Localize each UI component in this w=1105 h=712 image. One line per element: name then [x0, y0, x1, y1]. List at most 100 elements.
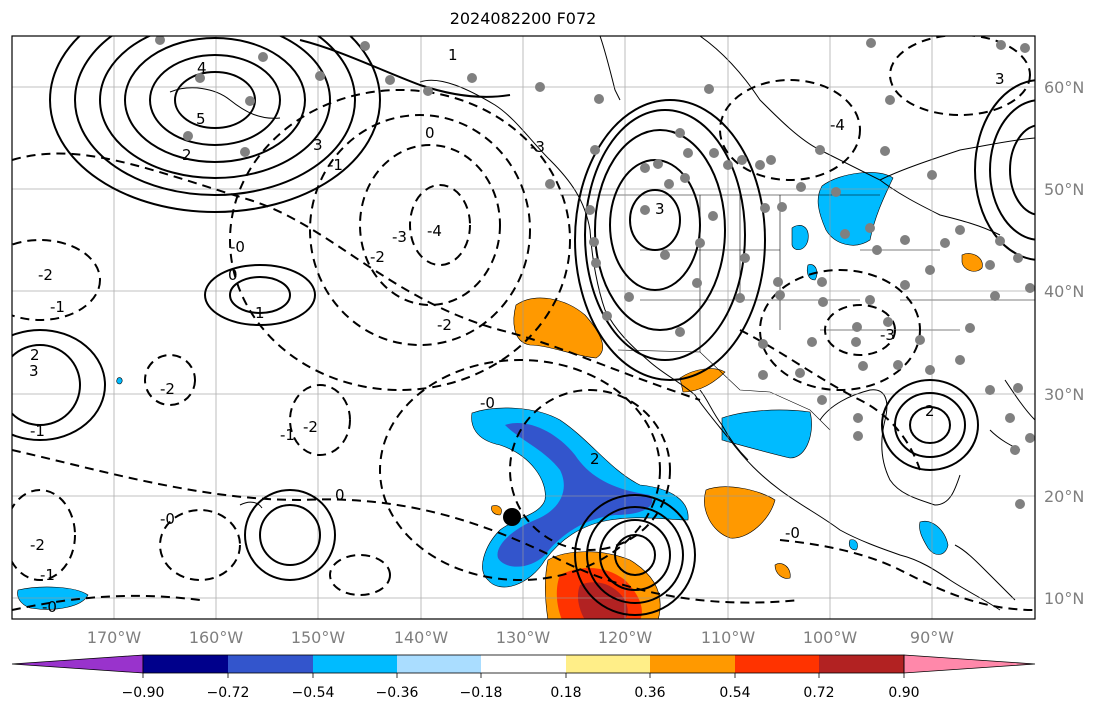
storm-marker [503, 508, 521, 526]
latitude-labels: 60°N 50°N 40°N 30°N 20°N 10°N [1044, 78, 1084, 608]
negative-contours [12, 36, 1035, 611]
lon-tick-label: 110°W [701, 628, 756, 647]
contour-label: -0 [160, 510, 175, 528]
lat-tick-label: 30°N [1044, 385, 1084, 404]
negative-anomaly-mexico [721, 409, 812, 459]
lon-tick-label: 170°W [87, 628, 142, 647]
positive-anomaly-gulf-california [774, 563, 791, 579]
colorbar-segment [228, 655, 313, 673]
contour-label: -0 [42, 598, 57, 616]
contour-label: 3 [29, 362, 39, 380]
negative-anomaly-plains [806, 264, 818, 281]
positive-anomaly-small-hawaii [491, 505, 502, 516]
contour-label: -3 [530, 138, 545, 156]
contour-label: 1 [448, 46, 458, 64]
lat-tick-label: 60°N [1044, 78, 1084, 97]
lon-tick-label: 140°W [394, 628, 449, 647]
contour-label: -2 [38, 266, 53, 284]
contour-label: -2 [160, 380, 175, 398]
colorbar-tick-label: −0.18 [460, 685, 503, 701]
contour-label: 2 [925, 402, 935, 420]
contour-label: 3 [995, 70, 1005, 88]
contour-label: -1 [50, 298, 65, 316]
negative-anomaly-pacific-core [497, 423, 653, 567]
contour-label: 2 [182, 146, 192, 164]
contour-label: 2 [30, 346, 40, 364]
lat-tick-label: 50°N [1044, 180, 1084, 199]
contour-label: -1 [40, 566, 55, 584]
contour-label: -3 [880, 326, 895, 344]
colorbar-tick-label: −0.90 [122, 685, 165, 701]
positive-anomaly-baja [679, 368, 726, 393]
lon-tick-label: 150°W [291, 628, 346, 647]
colorbar-tick-label: −0.54 [292, 685, 335, 701]
borders [560, 194, 1035, 431]
colorbar-tick-label: 0.72 [803, 685, 834, 701]
station-markers [155, 36, 1035, 509]
colorbar-segment [313, 655, 397, 673]
contour-label: 4 [197, 59, 207, 77]
contour-label: -2 [303, 418, 318, 436]
negative-anomaly-midwest [791, 225, 809, 250]
longitude-labels: 170°W 160°W 150°W 140°W 130°W 120°W 110°… [87, 628, 954, 647]
contour-label: -4 [427, 222, 442, 240]
shaded-anomalies [17, 172, 983, 619]
lon-tick-label: 120°W [598, 628, 653, 647]
contour-label: -2 [30, 536, 45, 554]
positive-anomaly-california [513, 297, 603, 359]
colorbar-over-arrow [903, 654, 1036, 674]
colorbar: −0.90 −0.72 −0.54 −0.36 −0.18 0.18 0.36 … [11, 654, 1036, 701]
positive-contours [12, 36, 1035, 616]
lon-tick-label: 130°W [496, 628, 551, 647]
colorbar-segment [481, 655, 566, 673]
contour-label: 1 [255, 304, 265, 322]
positive-anomaly-northeast [961, 253, 983, 272]
lat-tick-label: 20°N [1044, 487, 1084, 506]
colorbar-tick-label: 0.36 [634, 685, 665, 701]
colorbar-tick-label: 0.18 [550, 685, 581, 701]
contour-label: -4 [830, 116, 845, 134]
colorbar-tick-label: −0.36 [376, 685, 419, 701]
colorbar-segment [650, 655, 735, 673]
contour-label: -0 [230, 238, 245, 256]
contour-label: 0 [425, 124, 435, 142]
colorbar-under-arrow [11, 654, 144, 674]
lon-tick-label: 90°W [910, 628, 954, 647]
map-title: 2024082200 F072 [449, 9, 597, 28]
contour-label: -1 [280, 426, 295, 444]
negative-anomaly-central-america [919, 520, 949, 555]
colorbar-tick-label: 0.90 [888, 685, 919, 701]
contour-label: 5 [196, 110, 206, 128]
colorbar-outline [142, 654, 905, 674]
colorbar-tick-label: −0.72 [207, 685, 250, 701]
lon-tick-label: 100°W [803, 628, 858, 647]
map-frame [11, 35, 1036, 620]
contour-label: -0 [785, 524, 800, 542]
positive-anomaly-eastern-pacific-core [577, 582, 628, 619]
colorbar-segment [566, 655, 650, 673]
contour-label: -2 [370, 248, 385, 266]
colorbar-segment [819, 655, 904, 673]
contour-label: -1 [30, 422, 45, 440]
colorbar-tick-label: 0.54 [719, 685, 750, 701]
lon-tick-label: 160°W [189, 628, 244, 647]
contour-label: 0 [228, 266, 238, 284]
contour-label: 0 [335, 486, 345, 504]
contour-label: 2 [590, 450, 600, 468]
contour-label: -1 [328, 156, 343, 174]
contour-label: -3 [392, 228, 407, 246]
colorbar-segment [735, 655, 819, 673]
negative-anomaly-small-1 [848, 539, 858, 551]
contour-label: 3 [313, 136, 323, 154]
positive-anomaly-mexico-west [704, 486, 776, 539]
contour-labels: 4 5 3 2 0 1 -1 -2 -3 -4 -0 3 2 1 -2 0 -1… [29, 46, 1005, 616]
negative-anomaly-small-2 [116, 377, 123, 385]
contour-label: -2 [437, 316, 452, 334]
lat-tick-label: 40°N [1044, 282, 1084, 301]
colorbar-segment [143, 655, 228, 673]
contour-label: 3 [655, 200, 665, 218]
colorbar-segment [397, 655, 481, 673]
lat-tick-label: 10°N [1044, 589, 1084, 608]
contour-label: -0 [480, 394, 495, 412]
